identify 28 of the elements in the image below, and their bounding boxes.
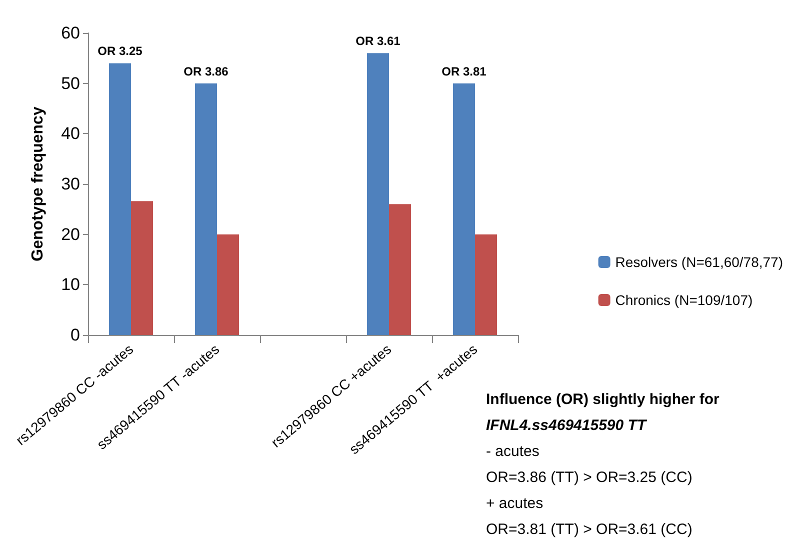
- text: - acutes: [486, 443, 540, 460]
- legend-label: Chronics (N=109/107): [615, 292, 753, 308]
- y-axis-title: Genotype frequency: [30, 106, 46, 262]
- text: + acutes: [486, 495, 544, 512]
- legend-label: Resolvers (N=61,60/78,77): [615, 254, 784, 270]
- bar: [475, 234, 497, 335]
- annotation: OR 3.61: [356, 34, 401, 48]
- bar: [131, 201, 153, 335]
- annotation: OR 3.86: [184, 64, 229, 78]
- text: IFNL4.ss469415590 TT: [486, 417, 648, 434]
- annotation: OR 3.25: [98, 44, 143, 58]
- y-tick-label: 40: [61, 124, 80, 144]
- bar: [367, 53, 389, 335]
- bar: [195, 83, 217, 335]
- text: Influence (OR) slightly higher for: [486, 391, 720, 408]
- bar: [453, 83, 475, 335]
- bar: [389, 204, 411, 335]
- bar: [109, 63, 131, 335]
- y-tick-label: 60: [61, 24, 80, 42]
- text: OR=3.86 (TT) > OR=3.25 (CC): [486, 469, 692, 486]
- text: OR=3.81 (TT) > OR=3.61 (CC): [486, 521, 692, 538]
- y-tick-label: 50: [61, 74, 80, 93]
- bar: [217, 234, 239, 335]
- y-tick-label: 20: [61, 224, 80, 244]
- y-tick-label: 30: [61, 174, 80, 194]
- annotation: OR 3.81: [442, 64, 487, 78]
- y-tick-label: 0: [70, 326, 80, 344]
- y-tick-label: 10: [61, 275, 80, 294]
